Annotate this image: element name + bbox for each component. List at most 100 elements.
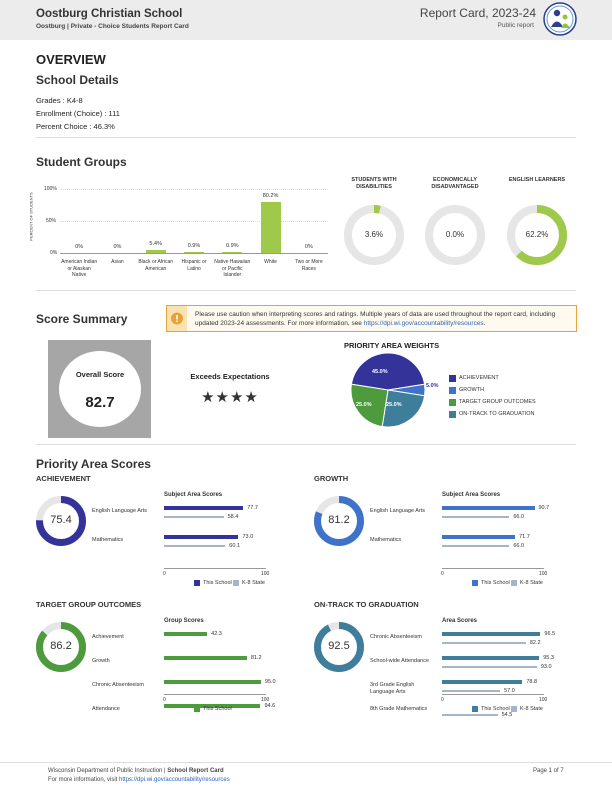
axis-max: 100 [261, 697, 270, 703]
weight-slice [381, 389, 426, 428]
score-row-label: Mathematics [92, 537, 124, 543]
legend-state-label: K-8 State [520, 580, 543, 586]
student-group-value: 3.6% [364, 230, 384, 240]
report-subtitle: Public report [497, 22, 535, 29]
score-row-label: School-wide Attendance [370, 658, 430, 664]
achievement-value: 75.4 [50, 514, 72, 527]
divider [36, 444, 576, 445]
weights-pie-chart [350, 352, 426, 428]
school-bar-value: 77.7 [247, 505, 258, 511]
group-bar [222, 251, 243, 253]
ring-title: ECONOMICALLY DISADVANTAGED [431, 177, 479, 191]
group-bar-value: 5.4% [149, 240, 162, 247]
score-axis [164, 568, 266, 569]
caution-link[interactable]: https://dpi.wi.gov/accountability/resour… [363, 320, 484, 328]
grades-detail: Grades : K4-8 [36, 96, 83, 105]
school-bar [442, 506, 535, 510]
y-tick-100: 100% [44, 186, 57, 192]
growth-value: 81.2 [328, 514, 350, 527]
overview-title: OVERVIEW [36, 52, 106, 67]
school-bar-value: 73.0 [242, 534, 254, 540]
legend-swatch [449, 411, 456, 418]
state-bar-value: 82.2 [529, 640, 541, 646]
overall-score-value: 82.7 [85, 394, 115, 411]
school-bar-value: 95.3 [543, 655, 554, 661]
school-bar-value: 95.0 [264, 679, 276, 685]
y-tick-50: 50% [46, 218, 57, 224]
legend-school-label: This School [481, 706, 510, 712]
growth-chart-title: Subject Area Scores [442, 492, 501, 498]
rating-label: Exceeds Expectations [190, 372, 270, 381]
footer-link[interactable]: https://dpi.wi.gov/accountability/resour… [119, 777, 230, 783]
achievement-chart-title: Subject Area Scores [164, 492, 223, 498]
school-bar [164, 632, 208, 636]
axis-max: 100 [539, 697, 548, 703]
group-bar [145, 249, 166, 253]
state-bar-value: 93.0 [540, 664, 552, 670]
legend-swatch [449, 375, 456, 382]
student-group-ring [425, 205, 485, 265]
school-bar-value: 78.8 [526, 679, 538, 685]
state-bar [164, 545, 226, 547]
ontrack-ring [314, 622, 364, 672]
school-bar-value: 71.7 [519, 534, 530, 540]
axis-min: 0 [163, 571, 166, 577]
legend-school-label: This School [203, 580, 232, 586]
state-bar-value: 66.0 [513, 543, 525, 549]
student-group-value: 0.0% [445, 230, 465, 240]
group-bar [260, 201, 281, 253]
weight-slice [350, 383, 389, 428]
footer-dept: Wisconsin Department of Public Instructi… [48, 768, 224, 774]
score-row-label: Chronic Absenteeism [92, 682, 144, 688]
school-subtitle: Oostburg | Private - Choice Students Rep… [36, 23, 189, 30]
ontrack-ring-fill [314, 622, 364, 672]
school-bar-value: 90.7 [538, 505, 550, 511]
axis-min: 0 [441, 571, 444, 577]
legend-label: TARGET GROUP OUTCOMES [459, 399, 536, 405]
legend-school-label: This School [203, 706, 232, 712]
state-bar [442, 666, 537, 668]
score-row-label: 3rd Grade English Language Arts [370, 682, 415, 695]
score-summary-title: Score Summary [36, 312, 128, 326]
axis-min: 0 [163, 697, 166, 703]
school-bar [442, 680, 523, 684]
priority-title: Priority Area Scores [36, 457, 151, 471]
student-group-ring [344, 205, 404, 265]
legend-school-swatch [472, 580, 478, 586]
group-bar-label: Two or More Races [294, 259, 323, 272]
axis-min: 0 [441, 697, 444, 703]
target-title: TARGET GROUP OUTCOMES [36, 600, 142, 609]
school-bar [442, 535, 516, 539]
weight-slice-label: 5.0% [426, 383, 439, 389]
footer-more: For more information, visit https://dpi.… [48, 777, 230, 783]
achievement-ring-fill [36, 496, 86, 546]
ring-title: ENGLISH LEARNERS [508, 177, 566, 183]
group-bar-label: Hispanic or Latino [181, 259, 207, 272]
state-bar [442, 545, 510, 547]
legend-swatch [449, 387, 456, 394]
state-bar-value: 54.5 [501, 712, 513, 718]
group-bar-label: Black or African American [138, 259, 174, 272]
weight-slice [350, 352, 426, 391]
group-bar-label: White [264, 259, 277, 265]
legend-school-label: This School [481, 580, 510, 586]
ontrack-value: 92.5 [328, 640, 350, 653]
state-bar [442, 714, 498, 716]
achievement-ring [36, 496, 86, 546]
legend-swatch [449, 399, 456, 406]
x-axis [60, 253, 328, 254]
weight-slice-label: 25.0% [386, 402, 402, 408]
score-axis [164, 694, 266, 695]
legend-school-swatch [194, 580, 200, 586]
school-bar [164, 535, 239, 539]
y-axis-label: PERCENT OF STUDENTS [28, 192, 34, 241]
student-group-ring-fill [344, 205, 404, 265]
group-bar-value: 0.9% [226, 242, 239, 249]
score-row-label: English Language Arts [370, 508, 426, 514]
student-group-ring-track [425, 205, 485, 265]
ontrack-title: ON-TRACK TO GRADUATION [314, 600, 419, 609]
group-bar-value: 0.9% [187, 242, 201, 249]
school-city: Oostburg [36, 23, 66, 30]
report-title: Report Card, 2023-24 [419, 6, 536, 20]
student-group-ring [507, 205, 567, 265]
